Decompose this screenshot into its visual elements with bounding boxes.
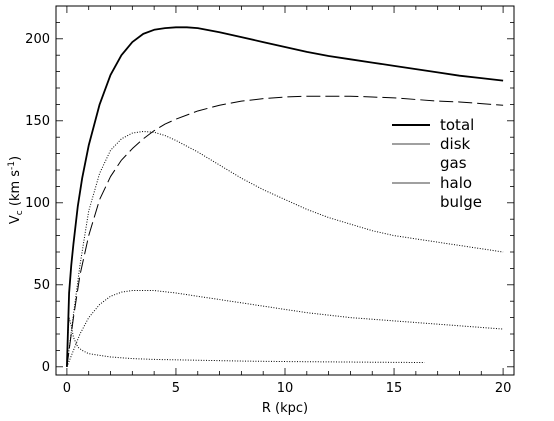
- x-tick-label: 0: [63, 381, 71, 396]
- legend-label-halo: halo: [440, 174, 472, 192]
- y-tick-label: 100: [25, 196, 50, 211]
- y-tick-label: 50: [33, 278, 50, 293]
- x-tick-label: 15: [386, 381, 403, 396]
- series-line-gas: [66, 290, 504, 367]
- series-group: [66, 26, 504, 367]
- y-axis-label: Vc (km s-1): [7, 156, 25, 224]
- series-line-disk: [66, 130, 504, 367]
- x-axis-label: R (kpc): [262, 401, 308, 416]
- x-tick-label: 5: [172, 381, 180, 396]
- x-tick-label: 20: [495, 381, 512, 396]
- series-line-bulge: [66, 317, 425, 367]
- legend-label-gas: gas: [440, 154, 467, 172]
- series-line-halo: [66, 95, 504, 367]
- y-tick-label: 200: [25, 32, 50, 47]
- axis-ticks: [56, 5, 514, 375]
- y-axis-label-unit-pre: (km s: [8, 170, 23, 211]
- y-axis-label-main: V: [8, 215, 23, 224]
- legend: total disk gas halo bulge: [392, 116, 482, 211]
- y-axis-label-sub: c: [15, 210, 25, 215]
- legend-label-bulge: bulge: [440, 193, 482, 211]
- y-tick-label: 150: [25, 114, 50, 129]
- series-line-total: [66, 26, 504, 367]
- y-axis-label-unit-sup: -1: [7, 161, 17, 170]
- legend-label-total: total: [440, 116, 474, 134]
- y-tick-label: 0: [42, 360, 50, 375]
- x-tick-label: 10: [277, 381, 294, 396]
- legend-label-disk: disk: [440, 135, 471, 153]
- y-axis-label-unit-post: ): [8, 156, 23, 161]
